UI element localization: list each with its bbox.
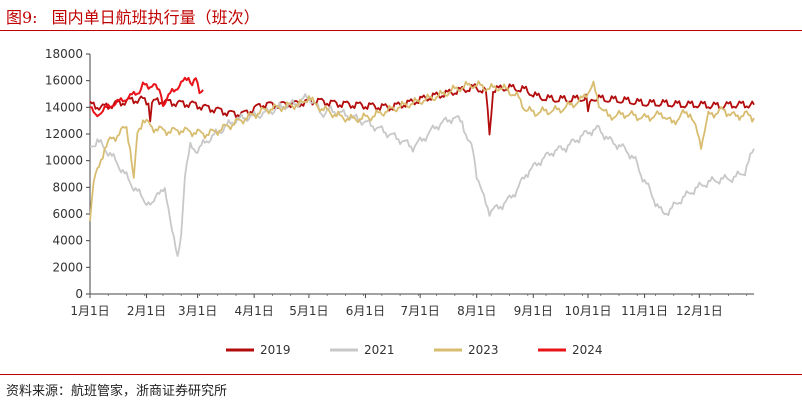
x-tick-label: 10月1日 [565, 304, 612, 318]
x-tick-label: 12月1日 [676, 304, 723, 318]
x-tick-label: 2月1日 [127, 304, 166, 318]
y-tick-label: 18000 [45, 47, 83, 61]
line-chart: 0 2000 4000 6000 8000 10000 12000 14000 16000 180… [45, 47, 755, 357]
series-line-2019 [89, 83, 755, 136]
figure-title: 图9: 国内单日航班执行量（班次） [6, 4, 260, 28]
x-axis: 1月1日 2月1日 3月1日 4月1日 5月1日 6月1日 7月1日 8月1日 9月1日 10月1… [70, 293, 754, 318]
x-tick-label: 5月1日 [289, 304, 328, 318]
legend-label-2024: 2024 [572, 343, 603, 357]
y-tick-label: 10000 [45, 154, 83, 168]
x-tick-label: 4月1日 [235, 304, 274, 318]
figure-header: 图9: 国内单日航班执行量（班次） [0, 0, 802, 30]
y-tick-label: 6000 [52, 207, 83, 221]
x-tick-label: 8月1日 [457, 304, 496, 318]
legend-label-2023: 2023 [468, 343, 499, 357]
x-tick-label: 7月1日 [401, 304, 440, 318]
series-line-2024 [89, 76, 204, 118]
y-tick-label: 4000 [52, 234, 83, 248]
x-tick-label: 11月1日 [621, 304, 668, 318]
y-tick-label: 16000 [45, 74, 83, 88]
y-tick-label: 2000 [52, 260, 83, 274]
figure-title-text: 国内单日航班执行量（班次） [51, 8, 260, 27]
series-line-2023 [89, 80, 755, 222]
y-tick-label: 14000 [45, 100, 83, 114]
legend-label-2019: 2019 [260, 343, 291, 357]
figure-number: 图9: [6, 8, 38, 27]
legend: 2019 2021 2023 2024 [226, 343, 603, 357]
header-rule [0, 30, 802, 31]
footer-rule [0, 374, 802, 375]
x-tick-label: 6月1日 [346, 304, 385, 318]
source-note: 资料来源：航班管家，浙商证券研究所 [6, 384, 228, 399]
y-tick-label: 8000 [52, 180, 83, 194]
series-line-2021 [89, 93, 755, 257]
legend-label-2021: 2021 [364, 343, 395, 357]
y-tick-label: 12000 [45, 127, 83, 141]
series-layer [89, 76, 755, 257]
x-tick-label: 1月1日 [70, 304, 109, 318]
x-tick-label: 9月1日 [514, 304, 553, 318]
y-axis: 0 2000 4000 6000 8000 10000 12000 14000 16000 180… [45, 47, 91, 301]
y-tick-label: 0 [75, 287, 83, 301]
x-tick-label: 3月1日 [178, 304, 217, 318]
